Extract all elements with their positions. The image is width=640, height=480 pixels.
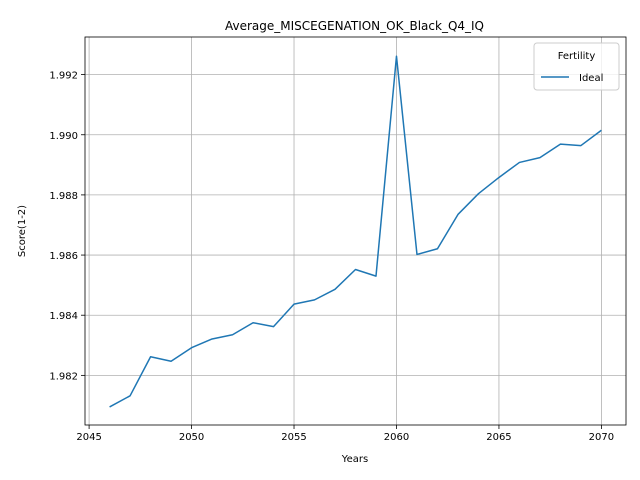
data-point	[190, 346, 194, 350]
data-point	[394, 54, 398, 58]
data-point	[108, 405, 112, 409]
data-point	[374, 274, 378, 278]
x-axis-label: Years	[341, 454, 368, 465]
data-point	[333, 287, 337, 291]
data-point	[599, 128, 603, 132]
x-tick-label: 2070	[589, 432, 614, 443]
x-tick-label: 2045	[76, 432, 101, 443]
x-tick-label: 2060	[384, 432, 409, 443]
x-tick-label: 2055	[281, 432, 306, 443]
data-point	[579, 144, 583, 148]
chart-title: Average_MISCEGENATION_OK_Black_Q4_IQ	[225, 19, 484, 33]
series-line-ideal	[109, 55, 602, 408]
y-tick-label: 1.992	[49, 71, 78, 82]
y-tick-label: 1.988	[49, 191, 78, 202]
x-tick-label: 2050	[179, 432, 204, 443]
grid-lines	[85, 37, 626, 425]
legend: Fertility Ideal	[533, 42, 620, 91]
series-layer	[108, 54, 603, 409]
data-point	[456, 212, 460, 216]
data-point	[415, 252, 419, 256]
data-point	[476, 192, 480, 196]
x-tick-label: 2065	[486, 432, 511, 443]
data-point	[149, 355, 153, 359]
data-point	[128, 394, 132, 398]
data-point	[517, 160, 521, 164]
y-tick-label: 1.982	[49, 371, 78, 382]
y-tick-label: 1.984	[49, 311, 78, 322]
plot-frame	[84, 36, 627, 426]
legend-box	[533, 42, 620, 91]
data-point	[497, 175, 501, 179]
axis-ticks: 2045 2050 2055 2060 2065 2070 1.982 1.984 1.986 1…	[49, 71, 614, 443]
data-point	[538, 156, 542, 160]
y-tick-label: 1.990	[49, 131, 78, 142]
data-point	[210, 337, 214, 341]
data-point	[272, 325, 276, 329]
data-point	[558, 142, 562, 146]
y-axis-label: Score(1-2)	[17, 205, 28, 257]
data-point	[292, 302, 296, 306]
data-point	[231, 333, 235, 337]
y-tick-label: 1.986	[49, 251, 78, 262]
data-point	[251, 321, 255, 325]
data-point	[313, 298, 317, 302]
data-point	[435, 247, 439, 251]
data-point	[354, 267, 358, 271]
legend-title: Fertility	[558, 51, 596, 62]
legend-label-ideal: Ideal	[579, 73, 603, 84]
data-point	[169, 359, 173, 363]
